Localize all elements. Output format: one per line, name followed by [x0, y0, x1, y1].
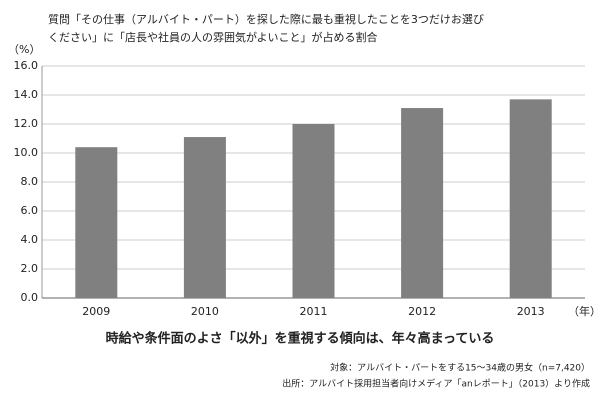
y-tick-label: 4.0 [21, 233, 39, 246]
x-tick-label: 2013 [517, 305, 545, 318]
y-tick-label: 12.0 [14, 117, 39, 130]
y-tick-label: 14.0 [14, 88, 39, 101]
bar [183, 137, 226, 298]
y-tick-label: 10.0 [14, 146, 39, 159]
x-tick-label: 2009 [82, 305, 110, 318]
bar [292, 124, 335, 298]
subtitle: 時給や条件面のよさ「以外」を重視する傾向は、年々高まっている [106, 331, 495, 347]
bar [401, 108, 444, 298]
y-tick-label: 16.0 [14, 59, 39, 72]
y-tick-label: 8.0 [21, 175, 39, 188]
note: 対象：アルバイト・パートをする15～34歳の男女（n=7,420） [330, 362, 590, 374]
x-tick-label: 2012 [408, 305, 436, 318]
y-tick-label: 6.0 [21, 204, 39, 217]
chart-title: 質問「その仕事（アルバイト・パート）を探した際に最も重視したことを3つだけお選び [48, 12, 484, 26]
x-tick-label: 2010 [191, 305, 219, 318]
y-tick-label: 0.0 [21, 291, 39, 304]
bar [75, 147, 118, 298]
chart-title: ください」に「店長や社員の人の雰囲気がよいこと」が占める割合 [48, 30, 377, 44]
x-tick-label: 2011 [300, 305, 328, 318]
note: 出所：アルバイト採用担当者向けメディア「anレポート」（2013）より作成 [282, 378, 590, 390]
x-axis-label: （年） [568, 304, 600, 318]
y-axis-label: （%） [8, 43, 40, 56]
y-tick-label: 2.0 [21, 262, 39, 275]
bar [509, 99, 552, 298]
